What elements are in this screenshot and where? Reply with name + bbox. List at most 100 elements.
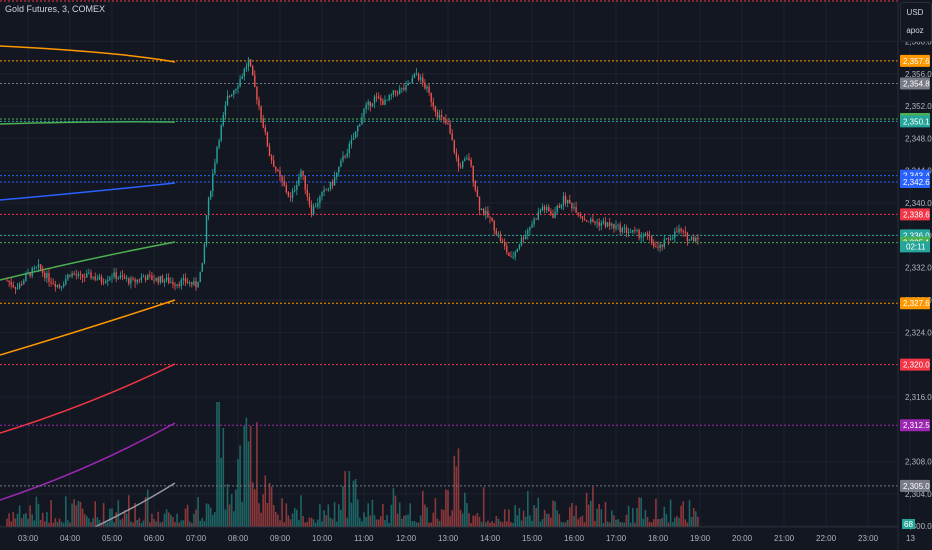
candle-body — [109, 277, 111, 280]
moving-average-line — [0, 182, 176, 201]
volume-bar — [203, 521, 206, 527]
volume-bar — [207, 504, 210, 527]
candle-body — [354, 131, 357, 139]
candle-body — [132, 278, 134, 280]
volume-bar — [438, 521, 441, 527]
volume-bar — [600, 509, 603, 527]
candle-body — [350, 139, 353, 144]
volume-bar — [27, 518, 29, 527]
candle-body — [342, 155, 344, 161]
volume-bar — [18, 505, 21, 527]
volume-bar — [552, 500, 554, 527]
volume-bar — [663, 506, 666, 527]
candle-body — [604, 221, 607, 227]
candle-body — [273, 160, 275, 167]
volume-bar — [321, 521, 323, 527]
volume-bar — [371, 499, 374, 527]
candle-body — [155, 277, 157, 281]
price-level-label: 2,336.0 — [903, 231, 930, 240]
candle-body — [659, 244, 661, 249]
candle-body — [537, 212, 539, 220]
candle-body — [436, 111, 439, 118]
candle-body — [646, 233, 649, 236]
time-tick-label: 09:00 — [270, 534, 291, 543]
volume-bar — [587, 504, 590, 527]
volume-bar — [386, 515, 388, 527]
candle-body — [315, 206, 317, 208]
candle-body — [333, 176, 336, 186]
candle-body — [478, 196, 481, 211]
volume-bar — [375, 519, 378, 527]
volume-bar — [31, 514, 33, 527]
currency-button[interactable]: USD — [906, 8, 924, 17]
volume-bar — [562, 522, 565, 527]
volume-bar — [480, 521, 483, 527]
time-tick-label: 04:00 — [60, 534, 81, 543]
candle-body — [287, 192, 290, 197]
candle-body — [256, 86, 258, 100]
candle-body — [684, 231, 686, 233]
scale-mode-button[interactable]: apoz — [906, 26, 924, 35]
volume-bar — [533, 505, 535, 527]
candle-body — [531, 224, 533, 228]
candle-body — [84, 277, 86, 279]
candle-body — [417, 73, 420, 80]
volume-bar — [94, 501, 96, 527]
candle-body — [426, 86, 428, 89]
volume-bar — [52, 522, 54, 527]
volume-bar — [289, 519, 292, 527]
candle-body — [58, 284, 61, 288]
volume-bar — [604, 502, 607, 527]
volume-bar — [184, 508, 187, 527]
candle-body — [105, 281, 107, 283]
volume-bar — [382, 504, 384, 527]
volume-bar — [682, 501, 684, 527]
volume-bar — [575, 505, 577, 527]
candle-body — [548, 207, 550, 212]
volume-bar — [23, 514, 25, 527]
candle-body — [594, 221, 596, 224]
volume-bar — [136, 519, 138, 527]
time-axis[interactable]: 03:00 04:00 05:00 06:00 07:00 08:00 09:00 10:00… — [18, 534, 915, 543]
volume-bar — [678, 517, 680, 527]
candle-body — [205, 215, 208, 244]
volume-bar — [520, 520, 523, 527]
volume-bar — [260, 512, 262, 527]
volume-bar — [317, 519, 319, 527]
candle-body — [688, 239, 691, 241]
volume-bar — [287, 515, 290, 527]
moving-average-line — [94, 482, 176, 528]
volume-bar — [537, 497, 540, 527]
candle-body — [77, 273, 80, 276]
candle-body — [373, 96, 376, 104]
volume-bar — [10, 521, 12, 527]
volume-bar — [529, 515, 531, 527]
candle-body — [12, 285, 14, 287]
volume-bar — [25, 513, 27, 527]
candle-body — [529, 227, 531, 231]
volume-bar — [220, 457, 222, 527]
volume-bar — [659, 519, 661, 527]
volume-bar — [629, 522, 632, 527]
candle-body — [550, 211, 552, 215]
volume-bar — [602, 522, 605, 527]
volume-bar — [627, 505, 630, 527]
time-tick-label: 23:00 — [858, 534, 879, 543]
candle-body — [239, 78, 241, 87]
candle-body — [27, 272, 29, 275]
volume-bar — [69, 522, 71, 527]
candle-body — [344, 155, 346, 157]
volume-bar — [100, 522, 103, 527]
candle-body — [119, 275, 122, 278]
candle-body — [552, 214, 554, 218]
volume-bar — [380, 516, 382, 527]
candle-body — [197, 282, 199, 288]
price-tick-label: 2,316.0 — [905, 393, 932, 402]
volume-bar — [695, 511, 697, 527]
volume-bar — [348, 471, 351, 527]
volume-bar — [310, 517, 313, 527]
candle-body — [130, 278, 132, 284]
volume-bar — [163, 513, 166, 527]
